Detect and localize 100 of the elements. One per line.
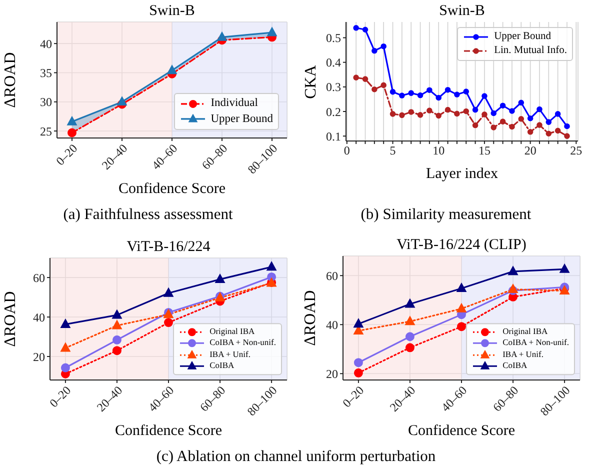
x-tick-label: 0 [344,144,350,158]
x-axis-title: Layer index [424,165,500,184]
point [454,110,460,117]
point [267,27,277,36]
y-tick-label: 40 [326,318,338,332]
point [500,102,506,108]
point [509,108,515,114]
point [426,108,432,114]
point [372,48,378,54]
point [436,112,442,119]
x-tick-label: 5 [390,144,396,158]
y-tick-label: 0.1 [326,129,341,144]
point [60,363,70,372]
point [217,32,227,41]
point [354,368,363,378]
point [463,108,470,114]
point [426,87,432,94]
point [560,264,570,273]
point [405,298,415,308]
point [456,283,466,292]
legend-label: CoIBA + Non-unif. [210,338,276,350]
point [482,112,488,118]
x-axis-title: Confidence Score [114,422,224,441]
point [380,43,386,50]
point [117,96,127,106]
point [482,93,488,99]
x-tick-label: 15 [478,144,490,158]
y-tick-label: 35 [40,66,52,80]
point [546,119,552,125]
point [472,122,478,128]
legend-label: CoIBA [502,360,528,372]
y-tick-label: 60 [33,270,45,285]
point [60,319,70,328]
y-axis-title: CKA [301,64,320,100]
y-tick-label: 20 [326,366,338,381]
chart-title: Swin-B [148,2,196,20]
legend-label: Original IBA [210,326,255,338]
point [518,116,524,122]
y-axis-title: ΔROAD [1,51,20,110]
point [60,342,70,352]
point [536,122,542,128]
point [518,100,524,106]
point [353,74,359,80]
point [490,110,497,116]
point [490,124,497,130]
point [399,112,405,118]
point [444,106,451,113]
point [215,274,225,284]
point [164,288,174,297]
x-tick-label: 20 [524,144,536,158]
y-axis-title: ΔROAD [301,289,320,348]
legend-label: IBA + Unif. [210,349,250,361]
x-tick-label: 10 [432,144,445,158]
point [372,86,378,92]
point [417,112,424,118]
point [536,106,542,112]
point [405,343,414,352]
point [444,86,451,93]
x-axis-title: Confidence Score [406,422,516,441]
point [390,111,396,117]
point [554,128,561,134]
y-tick-label: 0.4 [326,56,341,70]
point [380,82,386,88]
point [399,92,405,98]
text: (a) Faithfulness assessment [62,206,234,224]
point [354,358,363,368]
point [68,128,76,138]
point [554,111,561,117]
text: (b) Similarity measurement [360,206,532,224]
point [362,76,368,82]
y-tick-label: 0.3 [326,80,341,94]
x-tick-label: 25 [570,144,582,158]
point [112,346,122,356]
point [353,25,359,31]
point [408,109,414,115]
legend-label: IBA + Unif. [502,349,544,361]
y-axis-title: ΔROAD [1,290,20,349]
y-tick-label: 25 [40,124,52,138]
y-tick-label: 40 [33,310,45,324]
point [546,130,552,137]
point [457,322,466,332]
point [527,129,534,135]
point [454,92,460,98]
x-axis-title: Confidence Score [117,180,227,199]
point [164,318,173,328]
point [500,118,506,124]
point [527,115,534,122]
chart-title: Swin-B [438,2,486,20]
point [417,92,424,98]
point [405,316,415,326]
y-tick-label: 60 [326,268,338,283]
y-tick-label: 20 [33,350,45,364]
point [112,335,122,344]
point [564,133,570,139]
legend-label: Individual [210,96,258,111]
point [456,303,466,312]
point [112,320,122,330]
legend-label: Lin. Mutual Info. [494,44,567,58]
chart-title: ViT-B-16/224 (CLIP) [396,236,528,254]
point [509,124,515,130]
